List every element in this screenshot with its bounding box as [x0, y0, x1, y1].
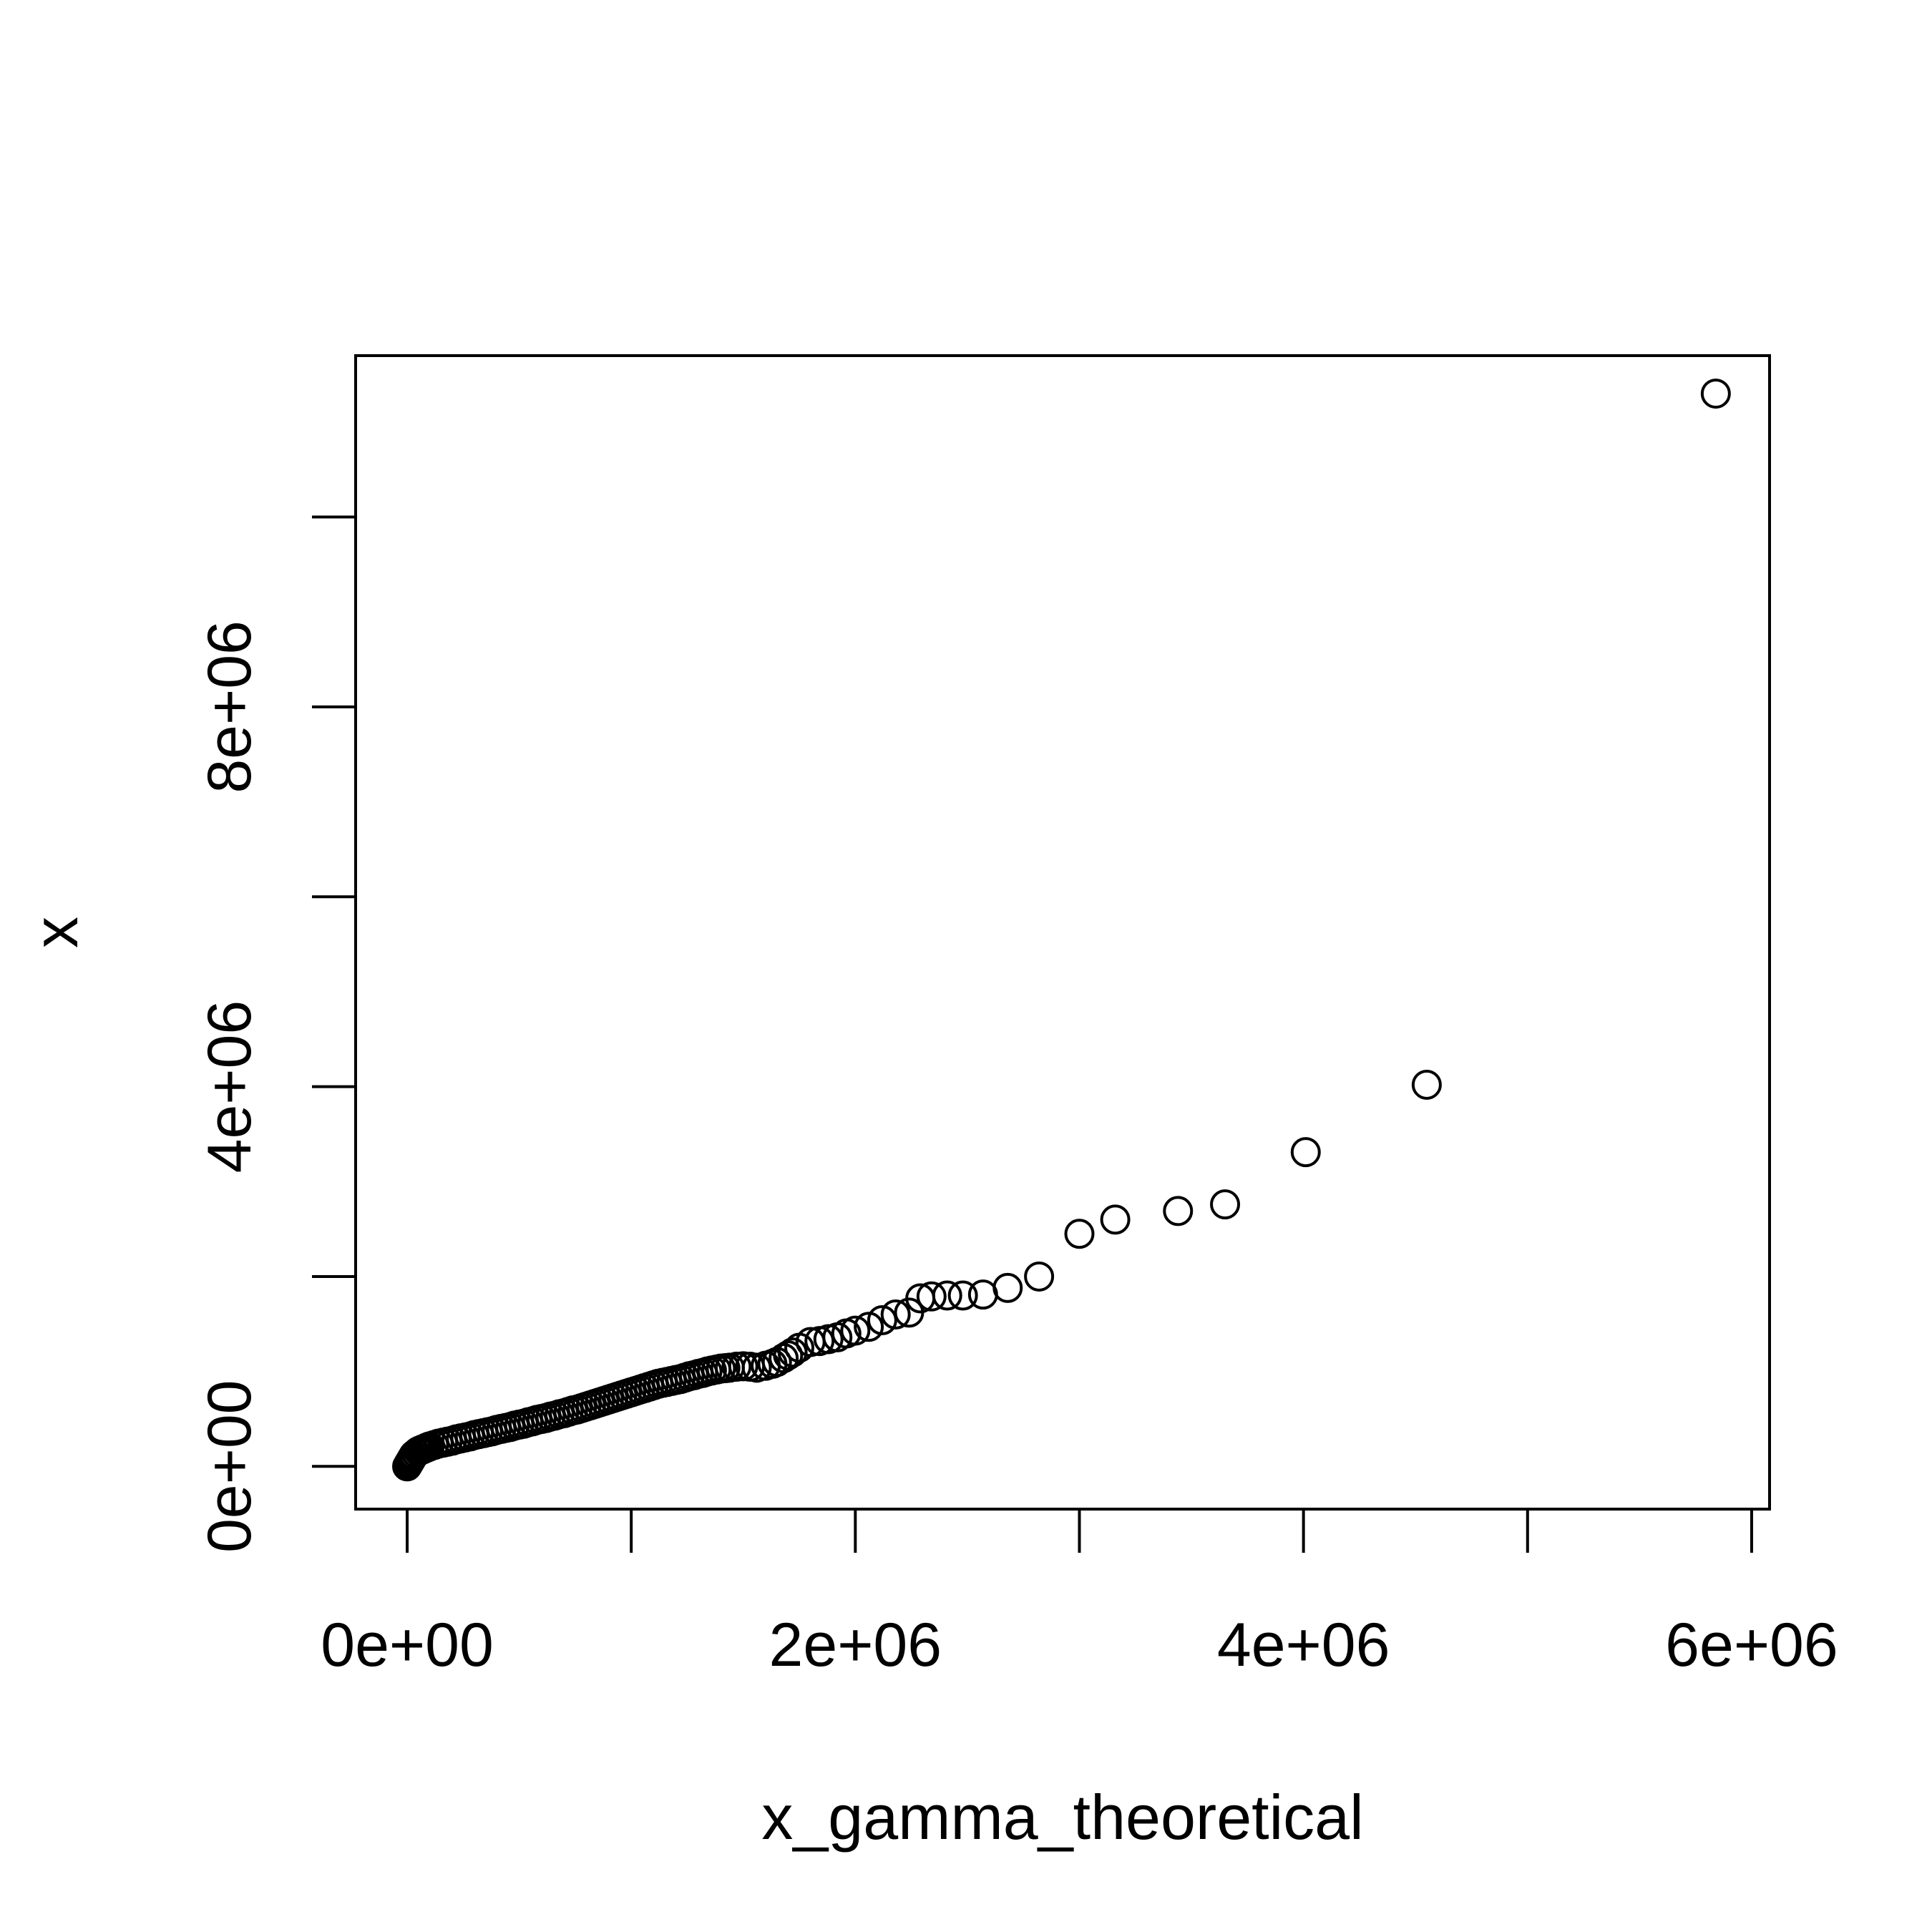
- plot-box: [354, 354, 1771, 1511]
- y-tick-label-4: 8e+06: [195, 620, 264, 794]
- data-point: [1290, 1137, 1321, 1168]
- data-point: [932, 1280, 962, 1311]
- data-point: [777, 1337, 808, 1368]
- data-point: [769, 1343, 799, 1374]
- data-points: [392, 379, 1731, 1482]
- data-point: [1163, 1196, 1194, 1226]
- x-tick-label-6: 6e+06: [1665, 1611, 1838, 1679]
- y-tick-label-0: 0e+00: [195, 1380, 264, 1553]
- data-point: [967, 1279, 998, 1310]
- y-axis: 0e+00 4e+06 8e+06: [195, 515, 357, 1553]
- x-tick-label-2: 2e+06: [769, 1611, 942, 1679]
- data-point: [854, 1312, 884, 1342]
- x-axis-label: x_gamma_theoretical: [761, 1782, 1363, 1853]
- x-tick-label-4: 4e+06: [1217, 1611, 1390, 1679]
- data-point: [947, 1280, 978, 1311]
- data-point: [916, 1281, 947, 1312]
- y-axis-label: x: [20, 917, 91, 948]
- data-point: [880, 1299, 911, 1330]
- data-point: [840, 1315, 871, 1346]
- data-point: [1411, 1069, 1442, 1100]
- data-point: [992, 1272, 1023, 1303]
- y-tick-label-2: 4e+06: [195, 1000, 264, 1174]
- data-point: [1064, 1219, 1095, 1249]
- data-point: [1100, 1204, 1131, 1235]
- data-point: [1024, 1261, 1055, 1292]
- x-tick-label-0: 0e+00: [321, 1611, 494, 1679]
- data-point: [867, 1304, 897, 1335]
- data-point: [1210, 1189, 1241, 1220]
- data-point: [1700, 379, 1731, 409]
- x-axis: 0e+00 2e+06 4e+06 6e+06: [321, 1508, 1838, 1679]
